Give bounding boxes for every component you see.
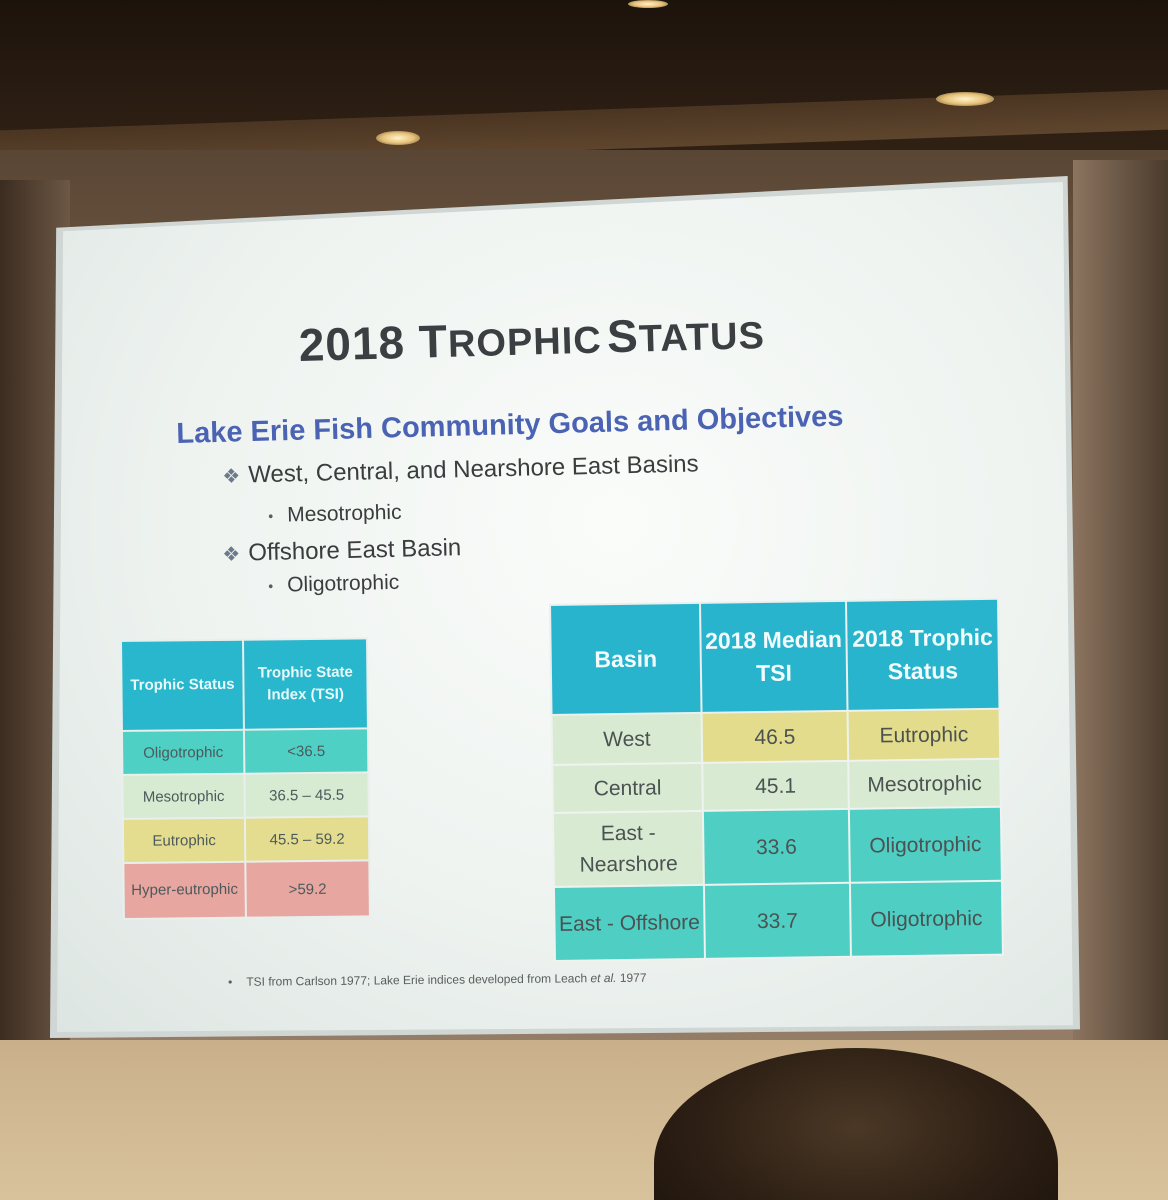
- table-row: Hyper-eutrophic >59.2: [123, 860, 370, 919]
- dot-bullet-icon: •: [228, 974, 233, 989]
- table-cell: Oligotrophic: [848, 806, 1002, 883]
- title-part: ROPHIC: [447, 319, 603, 366]
- table-cell: 46.5: [701, 710, 849, 763]
- table-cell: 45.1: [702, 760, 849, 811]
- table-cell: Mesotrophic: [848, 758, 1001, 809]
- bullet-text: Offshore East Basin: [247, 534, 462, 567]
- bullet-item: ❖ Offshore East Basin: [222, 534, 462, 568]
- title-part: S: [606, 309, 640, 363]
- diamond-bullet-icon: ❖: [222, 465, 241, 488]
- table-cell: Oligotrophic: [849, 880, 1003, 957]
- tsi-legend-table: Trophic Status Trophic State Index (TSI)…: [120, 637, 371, 920]
- table-row: Central 45.1 Mesotrophic: [552, 758, 1001, 813]
- table-cell: 33.6: [702, 808, 850, 885]
- sub-bullet-text: Mesotrophic: [286, 500, 402, 527]
- ceiling-light: [628, 0, 668, 8]
- table-cell: Eutrophic: [847, 708, 1001, 761]
- table-cell: Hyper-eutrophic: [123, 861, 246, 919]
- table-header-cell: Trophic State Index (TSI): [243, 638, 368, 730]
- table-header-cell: Trophic Status: [121, 639, 244, 731]
- dot-bullet-icon: •: [268, 578, 274, 595]
- table-cell: 36.5 – 45.5: [244, 772, 369, 818]
- side-wall-right: [1073, 160, 1168, 1080]
- table-cell: Eutrophic: [122, 817, 246, 863]
- sub-bullet-item: • Oligotrophic: [268, 571, 400, 598]
- footnote-text: 1977: [616, 970, 647, 985]
- table-row: East - Nearshore 33.6 Oligotrophic: [552, 806, 1002, 887]
- table-cell: 33.7: [703, 882, 851, 959]
- table-cell: Central: [552, 762, 703, 813]
- table-cell: West: [551, 712, 703, 765]
- table-cell: East - Nearshore: [552, 810, 704, 887]
- table-row: West 46.5 Eutrophic: [551, 708, 1001, 765]
- basin-trophic-table: Basin 2018 Median TSI 2018 Trophic Statu…: [549, 598, 1004, 962]
- footnote-text: et al.: [590, 970, 617, 986]
- title-part: 2018 T: [298, 314, 449, 371]
- table-row: Eutrophic 45.5 – 59.2: [122, 816, 370, 863]
- ceiling-light: [376, 131, 420, 145]
- sub-bullet-item: • Mesotrophic: [268, 501, 402, 528]
- table-header-row: Basin 2018 Median TSI 2018 Trophic Statu…: [550, 598, 1000, 715]
- table-row: East - Offshore 33.7 Oligotrophic: [553, 880, 1003, 961]
- table-cell: East - Offshore: [553, 884, 705, 961]
- title-part: TATUS: [638, 314, 766, 361]
- table-cell: Mesotrophic: [122, 773, 245, 819]
- dot-bullet-icon: •: [268, 508, 274, 525]
- table-cell: 45.5 – 59.2: [244, 816, 370, 862]
- table-header-cell: Basin: [550, 602, 702, 715]
- diamond-bullet-icon: ❖: [222, 543, 241, 566]
- table-header-cell: 2018 Median TSI: [699, 600, 848, 713]
- table-header-cell: 2018 Trophic Status: [845, 598, 1000, 711]
- table-cell: >59.2: [245, 860, 370, 918]
- table-header-row: Trophic Status Trophic State Index (TSI): [121, 638, 368, 731]
- sub-bullet-text: Oligotrophic: [286, 570, 400, 597]
- ceiling-light: [936, 92, 994, 106]
- table-row: Mesotrophic 36.5 – 45.5: [122, 772, 369, 819]
- table-row: Oligotrophic <36.5: [121, 728, 369, 775]
- table-cell: <36.5: [243, 728, 369, 774]
- table-cell: Oligotrophic: [121, 729, 245, 775]
